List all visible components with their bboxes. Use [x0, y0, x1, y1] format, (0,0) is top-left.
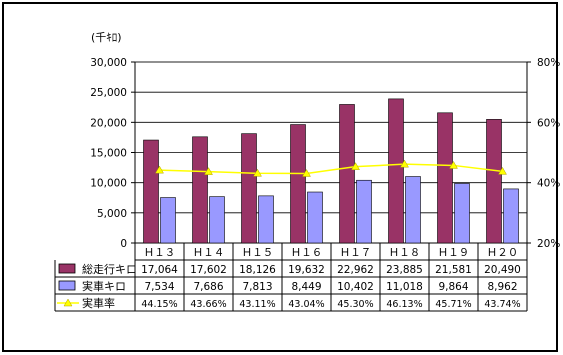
x-category-label: Ｈ１６	[291, 247, 323, 259]
y-left-tick-label: 10,000	[90, 178, 127, 190]
data-label: 10,402	[337, 281, 374, 293]
y-left-tick-label: 30,000	[90, 57, 127, 69]
y-left-tick-label: 20,000	[90, 117, 127, 129]
data-label: 44.15%	[141, 299, 177, 310]
data-label: 17,602	[190, 264, 227, 276]
data-label: 8,962	[487, 281, 517, 293]
data-label: 9,864	[438, 281, 468, 293]
bar-total	[437, 112, 453, 244]
bar-total	[241, 133, 257, 244]
x-category-label: Ｈ１５	[242, 247, 274, 259]
bar-total	[143, 139, 159, 244]
bar-actual	[454, 183, 470, 244]
data-label: 17,064	[141, 264, 178, 276]
data-label: 43.11%	[239, 299, 275, 310]
bar-actual	[160, 197, 176, 244]
data-label: 7,813	[242, 281, 272, 293]
legend-key	[58, 263, 76, 274]
data-label: 45.30%	[337, 299, 373, 310]
y-left-tick-label: 0	[120, 238, 127, 250]
y-right-tick-label: 80%	[537, 57, 560, 69]
data-label: 11,018	[386, 281, 423, 293]
legend-label: 総走行キロ	[82, 262, 137, 276]
data-label: 7,686	[193, 281, 223, 293]
y-left-tick-label: 15,000	[90, 148, 127, 160]
data-label: 43.66%	[190, 299, 226, 310]
bar-total	[486, 119, 502, 244]
bar-actual	[209, 196, 225, 244]
x-category-label: Ｈ１３	[144, 247, 176, 259]
x-category-label: Ｈ１８	[389, 247, 421, 259]
data-label: 19,632	[288, 264, 325, 276]
y-left-tick-label: 25,000	[90, 87, 127, 99]
line-marker	[449, 160, 458, 169]
y-left-tick-label: 5,000	[97, 208, 127, 220]
line-marker	[498, 166, 507, 175]
data-label: 45.71%	[435, 299, 471, 310]
data-label: 46.13%	[386, 299, 422, 310]
line-marker	[302, 168, 311, 177]
bar-actual	[307, 191, 323, 244]
legend-label: 実車キロ	[82, 279, 126, 293]
data-label: 8,449	[291, 281, 321, 293]
line-marker	[400, 159, 409, 168]
data-label: 21,581	[435, 264, 472, 276]
legend-label: 実車率	[82, 296, 115, 310]
line-marker	[351, 162, 360, 170]
x-category-label: Ｈ１７	[340, 247, 372, 259]
y-right-tick-label: 60%	[537, 117, 560, 129]
x-category-label: Ｈ１９	[438, 247, 470, 259]
data-label: 18,126	[239, 264, 276, 276]
unit-label: (千ｷﾛ)	[91, 31, 122, 44]
data-label: 23,885	[386, 264, 423, 276]
x-category-label: Ｈ１４	[193, 247, 225, 259]
data-label: 43.04%	[288, 299, 324, 310]
data-label: 22,962	[337, 264, 374, 276]
bar-actual	[503, 188, 519, 244]
legend-key	[58, 280, 76, 291]
line-marker	[253, 168, 262, 177]
bar-total	[192, 136, 208, 244]
line-occupancy-rate	[159, 163, 503, 175]
bar-actual	[356, 179, 372, 244]
y-right-tick-label: 40%	[537, 178, 560, 190]
line-marker	[204, 167, 213, 175]
data-label: 43.74%	[484, 299, 520, 310]
legend-key-marker	[63, 298, 73, 307]
data-label: 20,490	[484, 264, 521, 276]
bar-total	[388, 98, 404, 244]
x-category-label: Ｈ２０	[487, 247, 519, 259]
bar-actual	[405, 176, 421, 244]
chart-frame	[2, 2, 558, 352]
y-right-tick-label: 20%	[537, 238, 560, 250]
data-label: 7,534	[144, 281, 174, 293]
bar-total	[290, 124, 306, 244]
bar-total	[339, 104, 355, 244]
bar-actual	[258, 195, 274, 244]
line-marker	[155, 165, 164, 174]
